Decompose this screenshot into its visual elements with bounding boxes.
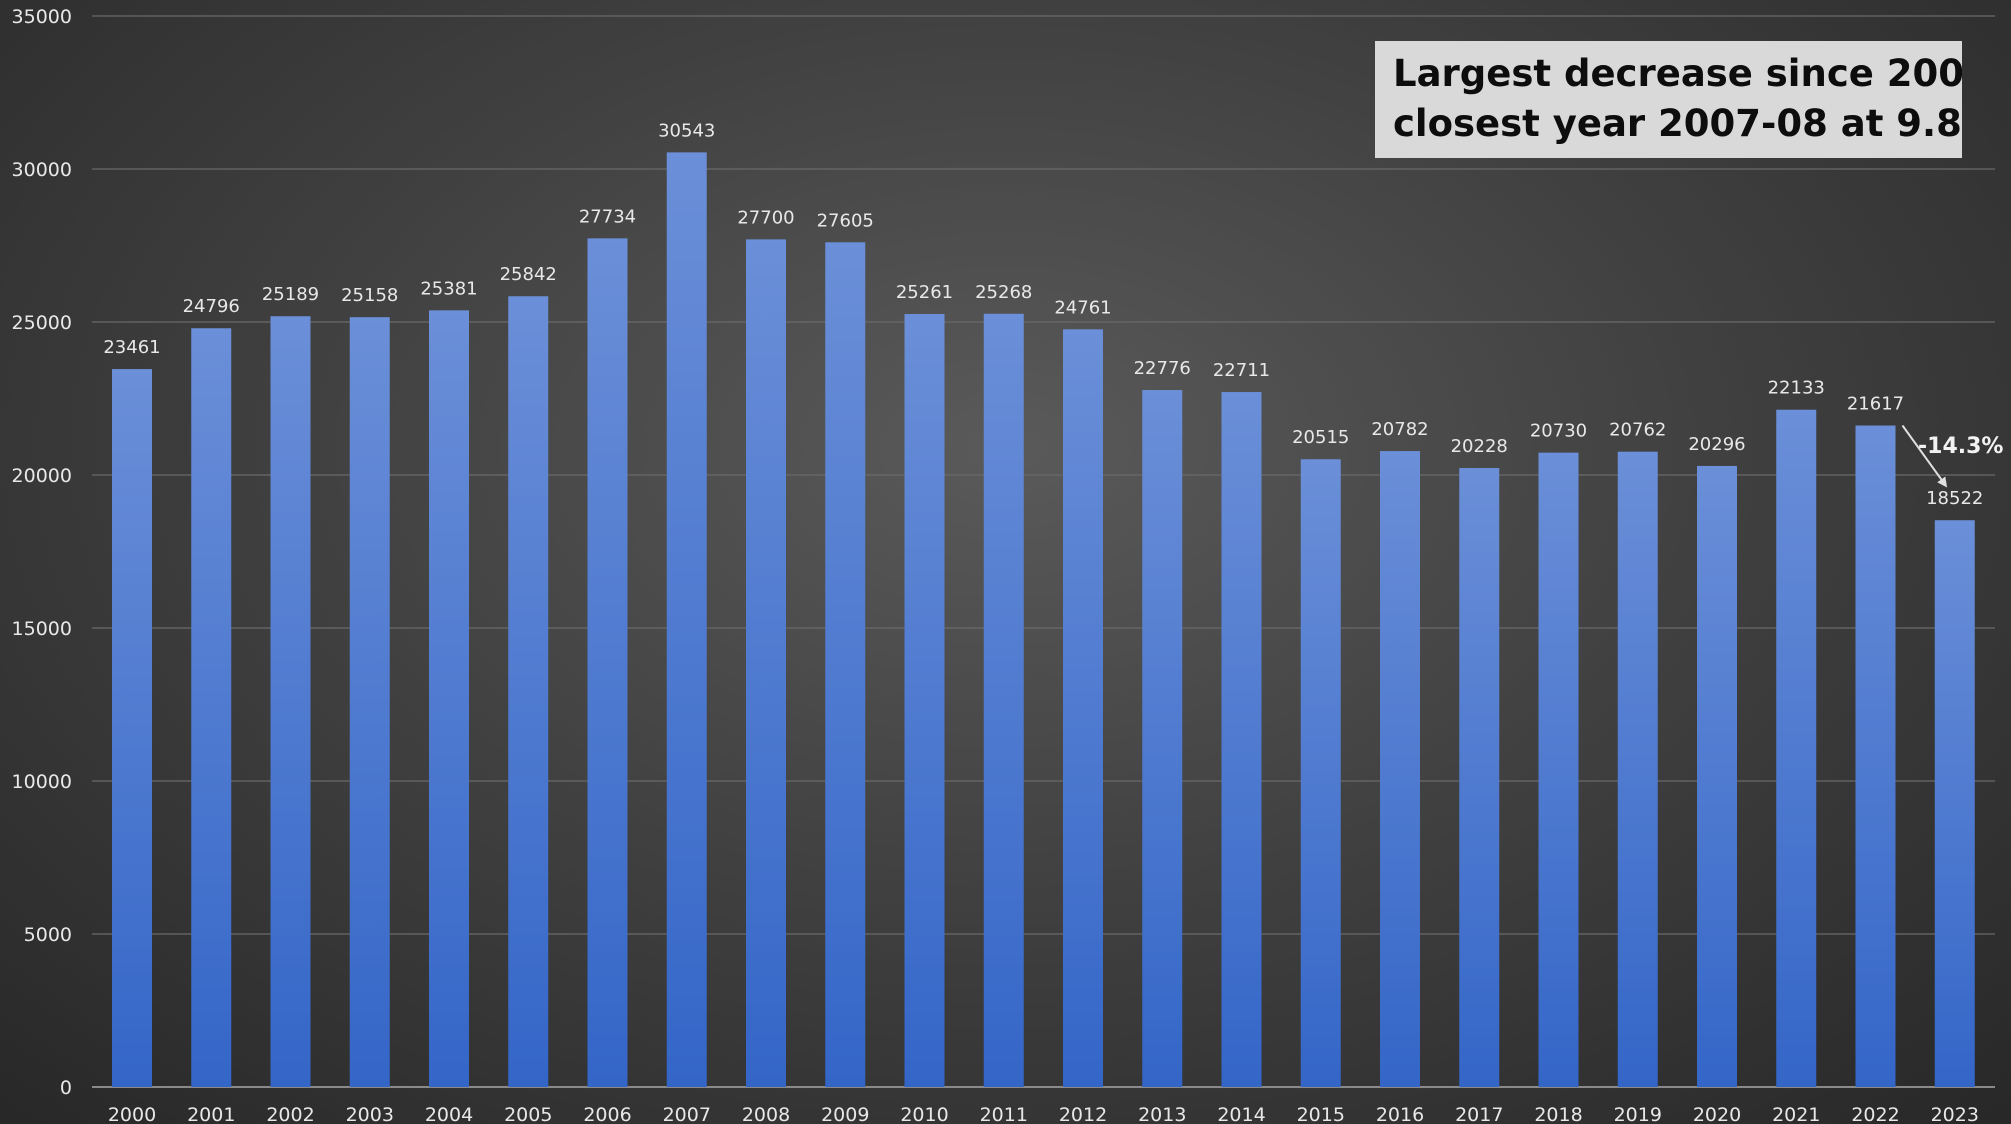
bar [1776, 409, 1817, 1087]
bar [1934, 520, 1975, 1087]
y-tick-label: 35000 [12, 6, 72, 28]
bar [1617, 451, 1658, 1087]
y-tick-label: 5000 [24, 924, 72, 946]
data-label: 25268 [975, 282, 1032, 303]
x-tick-label: 2022 [1851, 1104, 1899, 1124]
bar [191, 328, 232, 1087]
bar [1459, 468, 1500, 1087]
data-label: 23461 [103, 337, 160, 358]
x-tick-label: 2000 [108, 1104, 156, 1124]
data-label: 22711 [1213, 360, 1270, 381]
data-label: 21617 [1847, 394, 1904, 415]
data-label: 22776 [1134, 358, 1191, 379]
data-label: 20782 [1371, 419, 1428, 440]
data-label: 20515 [1292, 427, 1349, 448]
bar [1142, 390, 1183, 1087]
y-tick-label: 15000 [12, 618, 72, 640]
x-tick-label: 2007 [663, 1104, 711, 1124]
y-tick-label: 25000 [12, 312, 72, 334]
x-tick-label: 2018 [1534, 1104, 1582, 1124]
bar [1380, 451, 1420, 1087]
x-tick-label: 2020 [1693, 1104, 1741, 1124]
bar [666, 152, 707, 1087]
x-tick-label: 2016 [1376, 1104, 1424, 1124]
x-tick-label: 2019 [1614, 1104, 1662, 1124]
y-tick-label: 0 [60, 1077, 72, 1099]
bar [587, 238, 628, 1087]
x-tick-label: 2010 [900, 1104, 948, 1124]
y-tick-label: 20000 [12, 465, 72, 487]
x-tick-label: 2012 [1059, 1104, 1107, 1124]
data-label: 30543 [658, 120, 715, 141]
data-label: 20296 [1688, 434, 1745, 455]
bar [825, 242, 866, 1088]
callout-line-1: Largest decrease since 2000 [1393, 52, 1962, 95]
x-tick-label: 2009 [821, 1104, 869, 1124]
x-tick-label: 2017 [1455, 1104, 1503, 1124]
x-tick-label: 2003 [346, 1104, 394, 1124]
x-tick-label: 2021 [1772, 1104, 1820, 1124]
data-label: 24761 [1054, 297, 1111, 318]
data-label: 20730 [1530, 421, 1587, 442]
bar [429, 310, 469, 1087]
data-label: 20762 [1609, 420, 1666, 441]
callout-box: Largest decrease since 2000 closest year… [1375, 41, 1962, 158]
bar [1855, 425, 1896, 1088]
x-tick-label: 2002 [266, 1104, 314, 1124]
x-tick-label: 2008 [742, 1104, 790, 1124]
data-label: 25381 [420, 278, 477, 299]
bar [270, 316, 311, 1087]
data-label: 22133 [1768, 378, 1825, 399]
bar [112, 369, 152, 1088]
bar [349, 317, 390, 1088]
y-tick-label: 30000 [12, 159, 72, 181]
data-label: 25158 [341, 285, 398, 306]
data-label: 25842 [500, 264, 557, 285]
x-tick-label: 2006 [583, 1104, 631, 1124]
y-tick-label: 10000 [12, 771, 72, 793]
x-tick-label: 2013 [1138, 1104, 1186, 1124]
x-tick-label: 2001 [187, 1104, 235, 1124]
data-label: 25189 [262, 284, 319, 305]
change-arrow [1901, 424, 1948, 488]
change-annotation-label: -14.3% [1918, 434, 2004, 459]
bar [983, 313, 1024, 1087]
bar [508, 296, 549, 1087]
x-tick-label: 2023 [1931, 1104, 1979, 1124]
data-label: 27605 [817, 210, 874, 231]
data-label: 27734 [579, 206, 636, 227]
bar [746, 239, 786, 1087]
bar [1697, 465, 1737, 1088]
x-tick-label: 2011 [980, 1104, 1028, 1124]
data-label: 27700 [737, 207, 794, 228]
data-label: 18522 [1926, 488, 1983, 509]
x-tick-label: 2005 [504, 1104, 552, 1124]
bar [904, 314, 945, 1087]
bar [1538, 452, 1579, 1087]
x-tick-label: 2015 [1297, 1104, 1345, 1124]
callout-line-2: closest year 2007-08 at 9.8% [1393, 102, 1962, 145]
x-tick-label: 2004 [425, 1104, 473, 1124]
bar [1300, 459, 1341, 1088]
data-label: 20228 [1451, 436, 1508, 457]
bar [1221, 392, 1262, 1087]
data-label: 25261 [896, 282, 953, 303]
data-label: 24796 [183, 296, 240, 317]
bar [1063, 329, 1103, 1088]
x-tick-label: 2014 [1217, 1104, 1265, 1124]
